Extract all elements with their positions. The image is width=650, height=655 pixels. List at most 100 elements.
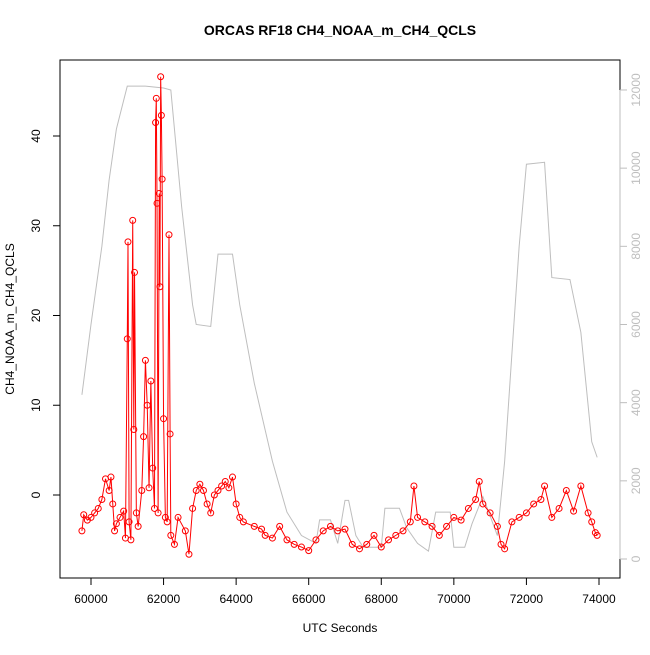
data-point	[348, 540, 356, 548]
data-point	[584, 509, 592, 517]
x-tick-label: 64000	[219, 592, 253, 606]
y2-tick-label: 8000	[629, 233, 643, 260]
data-point	[181, 527, 189, 535]
x-tick-label: 62000	[147, 592, 181, 606]
data-point	[125, 518, 133, 526]
data-point	[588, 518, 596, 526]
data-point	[192, 487, 200, 494]
data-point	[152, 94, 160, 102]
y2-tick-label: 10000	[629, 151, 643, 185]
data-point	[593, 531, 601, 539]
series-line	[81, 85, 598, 553]
data-point	[156, 283, 164, 291]
data-point	[129, 216, 137, 224]
data-point	[232, 500, 240, 508]
data-point	[221, 478, 229, 486]
data-point	[109, 500, 117, 508]
y2-tick-label: 4000	[629, 389, 643, 416]
x-tick-label: 60000	[74, 592, 108, 606]
data-point	[145, 484, 153, 492]
data-point	[207, 509, 215, 517]
y-tick-label: 10	[29, 398, 43, 412]
data-point	[479, 500, 487, 508]
data-point	[134, 522, 142, 530]
x-tick-label: 72000	[510, 592, 544, 606]
y-tick-label: 30	[29, 219, 43, 233]
data-point	[570, 507, 578, 515]
x-tick-label: 66000	[292, 592, 326, 606]
data-point	[537, 495, 545, 503]
data-point	[410, 482, 418, 490]
data-point	[153, 199, 161, 207]
x-axis-label: UTC Seconds	[303, 621, 378, 635]
data-point	[123, 335, 131, 343]
data-point	[326, 522, 334, 530]
data-point	[261, 531, 269, 539]
data-point	[472, 495, 480, 503]
data-point	[98, 495, 106, 503]
y-tick-label: 20	[29, 309, 43, 323]
chart-title: ORCAS RF18 CH4_NOAA_m_CH4_QCLS	[204, 22, 476, 38]
y-tick-label: 40	[29, 129, 43, 143]
data-point	[297, 543, 305, 551]
data-point	[493, 522, 501, 530]
data-point	[406, 518, 414, 526]
data-point	[475, 478, 483, 486]
y2-tick-label: 2000	[629, 467, 643, 494]
data-point	[283, 536, 291, 544]
data-point	[149, 464, 157, 472]
y2-tick-label: 6000	[629, 311, 643, 338]
data-point	[363, 540, 371, 548]
data-point	[236, 513, 244, 521]
data-point	[276, 522, 284, 530]
data-point	[541, 482, 549, 490]
data-point	[305, 547, 313, 555]
data-point	[147, 377, 155, 385]
data-point	[435, 531, 443, 539]
data-point	[356, 545, 364, 553]
data-point	[150, 504, 158, 512]
data-point	[577, 482, 585, 490]
data-point	[522, 509, 530, 517]
data-point	[250, 522, 258, 530]
data-point	[185, 550, 193, 558]
data-point	[143, 401, 151, 409]
data-point	[87, 513, 95, 521]
data-point	[428, 522, 436, 530]
x-tick-label: 70000	[437, 592, 471, 606]
data-point	[116, 513, 124, 521]
data-point	[91, 509, 99, 517]
data-point	[80, 511, 88, 519]
data-point	[443, 522, 451, 530]
data-point	[399, 527, 407, 535]
data-point	[155, 189, 163, 197]
data-point	[377, 543, 385, 551]
data-point	[414, 513, 422, 521]
data-point	[154, 509, 162, 517]
data-point	[141, 356, 149, 364]
data-point	[166, 430, 174, 438]
series-line	[81, 76, 598, 555]
data-point	[290, 540, 298, 548]
data-point	[112, 520, 120, 528]
data-point	[218, 482, 226, 490]
data-point	[239, 518, 247, 526]
x-tick-label: 68000	[365, 592, 399, 606]
data-point	[464, 504, 472, 512]
data-point	[111, 527, 119, 535]
data-point	[392, 531, 400, 539]
data-point	[107, 473, 115, 481]
data-point	[515, 513, 523, 521]
data-point	[530, 500, 538, 508]
data-point	[341, 525, 349, 533]
data-point	[334, 527, 342, 535]
y2-tick-label: 12000	[629, 73, 643, 107]
data-point	[385, 536, 393, 544]
y-axis-label: CH4_NOAA_m_CH4_QCLS	[3, 243, 17, 394]
data-point	[130, 425, 138, 433]
data-point	[140, 433, 148, 441]
data-point	[170, 540, 178, 548]
data-point	[165, 231, 173, 239]
